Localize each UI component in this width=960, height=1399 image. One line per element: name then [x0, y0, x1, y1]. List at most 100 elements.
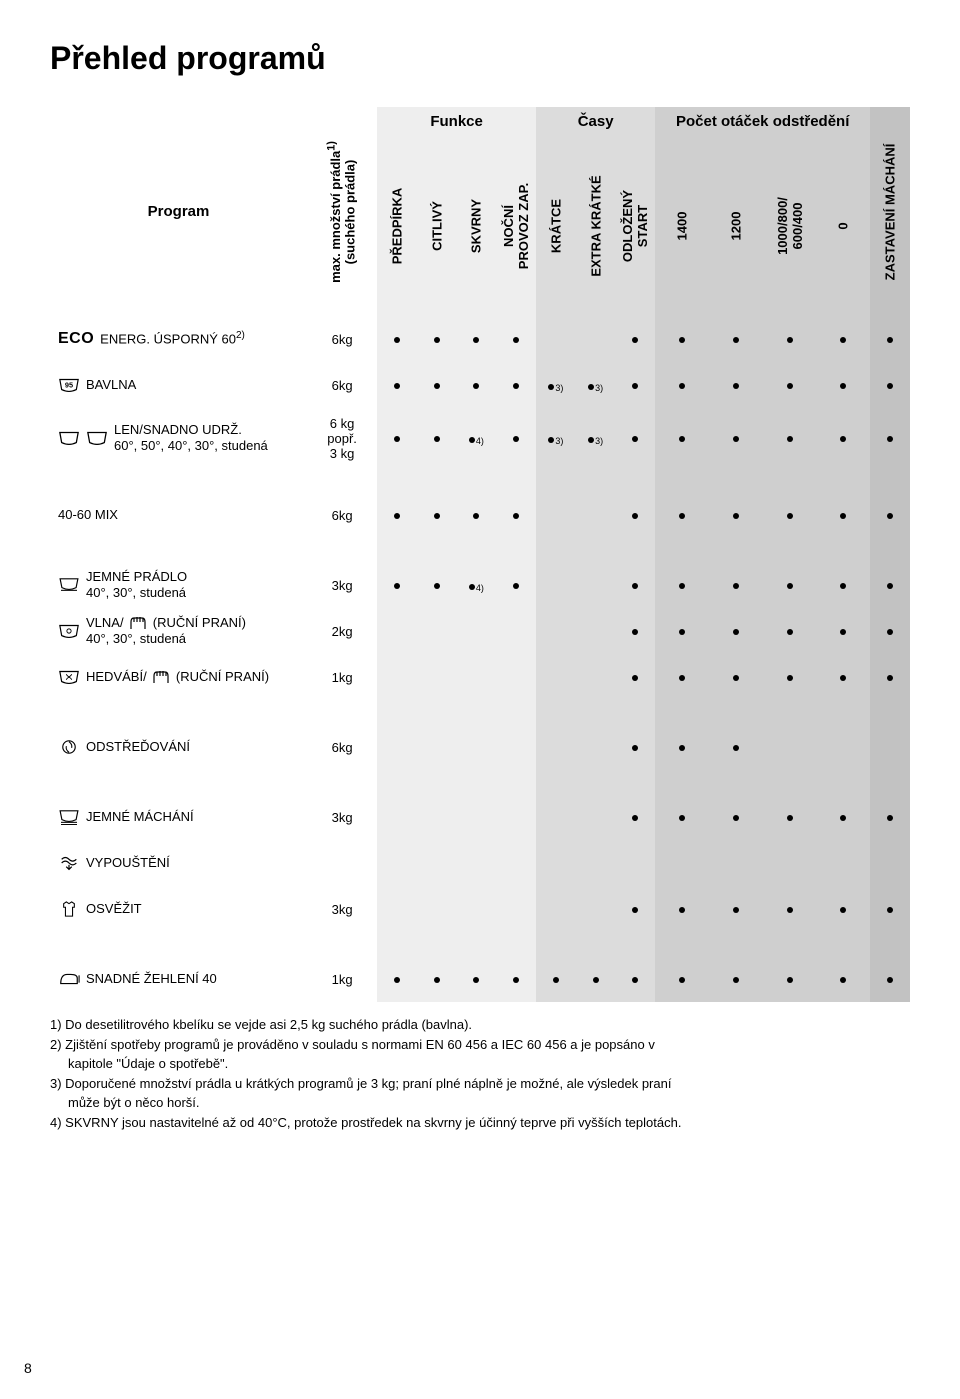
dot-icon [394, 436, 400, 442]
dot-icon [787, 815, 793, 821]
cell [377, 840, 417, 886]
program-row: LEN/SNADNO UDRŽ.60°, 50°, 40°, 30°, stud… [50, 408, 910, 468]
dot-icon [787, 583, 793, 589]
cell [763, 492, 817, 538]
cell [496, 492, 536, 538]
cell [377, 362, 417, 408]
program-row: OSVĚŽIT3kg [50, 886, 910, 932]
cell [496, 794, 536, 840]
dot-icon [679, 675, 685, 681]
dot-icon [394, 977, 400, 983]
cell [615, 886, 655, 932]
cell [816, 492, 870, 538]
cell [417, 794, 457, 840]
dot-icon [840, 815, 846, 821]
footnote: 4) SKVRNY jsou nastavitelné až od 40°C, … [50, 1114, 910, 1132]
header-group-funkce: Funkce [377, 107, 536, 136]
dot-icon [733, 907, 739, 913]
cell [457, 886, 497, 932]
cell [377, 316, 417, 362]
hdr-extrakratke: EXTRA KRÁTKÉ [576, 136, 616, 316]
load-cell: 3kg [307, 794, 377, 840]
table-header: Program max. množství prádla1) (suchého … [50, 107, 910, 316]
header-zm: ZASTAVENÍ MÁCHÁNÍ [870, 107, 910, 316]
cell [377, 408, 417, 468]
dot-icon [679, 977, 685, 983]
dot-with-note: 3) [588, 384, 603, 393]
dot-icon [840, 583, 846, 589]
dot-icon [887, 513, 893, 519]
cell [615, 608, 655, 654]
dot-icon [632, 815, 638, 821]
dot-icon [887, 675, 893, 681]
dot-icon [887, 383, 893, 389]
tub-double-icon [58, 430, 80, 446]
cell [576, 316, 616, 362]
eco-icon: ECO [58, 329, 94, 349]
cell [496, 840, 536, 886]
dot-with-note: 4) [469, 437, 484, 446]
hand-icon [150, 669, 172, 685]
dot-icon [787, 629, 793, 635]
dot-icon [679, 629, 685, 635]
cell [870, 794, 910, 840]
dot-icon [787, 436, 793, 442]
dot-icon [679, 745, 685, 751]
program-name: VLNA/ (RUČNÍ PRANÍ)40°, 30°, studená [56, 611, 307, 652]
cell: 4) [457, 562, 497, 608]
cell [763, 840, 817, 886]
cell [816, 956, 870, 1002]
cell [377, 956, 417, 1002]
cell [496, 362, 536, 408]
dot-icon [840, 907, 846, 913]
cell [576, 562, 616, 608]
cell [576, 608, 616, 654]
cell [576, 654, 616, 700]
dot-icon [473, 977, 479, 983]
cell [870, 316, 910, 362]
cell [496, 316, 536, 362]
hdr-1400: 1400 [655, 136, 709, 316]
cell [816, 316, 870, 362]
load-cell: 1kg [307, 956, 377, 1002]
cell [615, 492, 655, 538]
dot-icon [632, 745, 638, 751]
rinse-icon [58, 809, 80, 825]
cell [655, 886, 709, 932]
cell [457, 492, 497, 538]
dot-icon [394, 337, 400, 343]
dot-icon [787, 977, 793, 983]
dot-icon [733, 629, 739, 635]
hdr-predpirka: PŘEDPÍRKA [377, 136, 417, 316]
dot-icon [679, 383, 685, 389]
program-row: SNADNÉ ŽEHLENÍ 401kg [50, 956, 910, 1002]
dot-icon [679, 583, 685, 589]
load-cell: 6 kgpopř.3 kg [307, 408, 377, 468]
program-row: VYPOUŠTĚNÍ [50, 840, 910, 886]
cell [496, 724, 536, 770]
header-program: Program [50, 107, 307, 316]
silk-hand-icon [58, 669, 80, 685]
footnotes: 1) Do desetilitrového kbelíku se vejde a… [50, 1016, 910, 1131]
cell [709, 956, 763, 1002]
cell [763, 956, 817, 1002]
cell [457, 794, 497, 840]
dot-icon [787, 337, 793, 343]
page-title: Přehled programů [50, 40, 910, 77]
cell [496, 608, 536, 654]
dot-icon [733, 436, 739, 442]
program-name: HEDVÁBÍ/ (RUČNÍ PRANÍ) [56, 665, 307, 690]
program-row: HEDVÁBÍ/ (RUČNÍ PRANÍ)1kg [50, 654, 910, 700]
load-cell: 6kg [307, 362, 377, 408]
dot-icon [887, 977, 893, 983]
cell [763, 316, 817, 362]
cell [763, 362, 817, 408]
cell [615, 724, 655, 770]
drain-icon [58, 855, 80, 871]
program-row: JEMNÉ PRÁDLO40°, 30°, studená3kg4) [50, 562, 910, 608]
hdr-kratce: KRÁTCE [536, 136, 576, 316]
cell [417, 562, 457, 608]
dot-icon [887, 629, 893, 635]
dot-icon [513, 337, 519, 343]
dot-icon [632, 337, 638, 343]
